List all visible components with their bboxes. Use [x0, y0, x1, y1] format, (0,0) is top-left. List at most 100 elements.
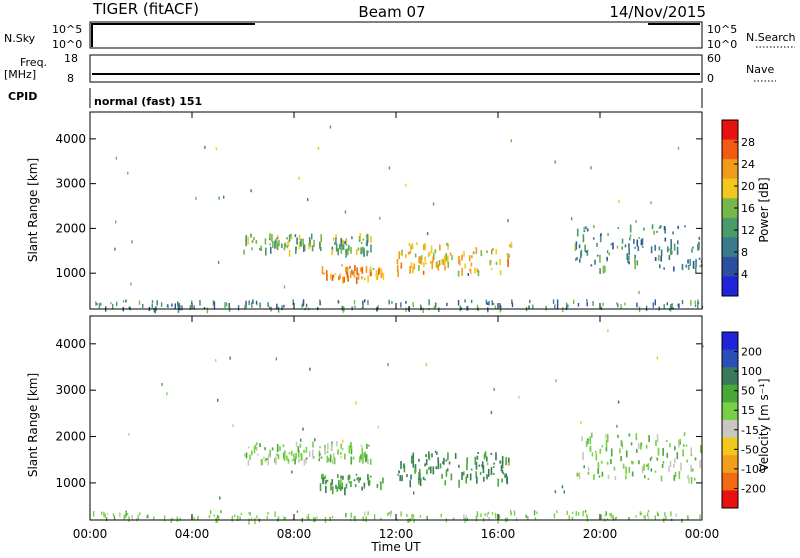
data-cell [629, 234, 632, 238]
data-cell [333, 457, 336, 465]
colorbar-tick-label: -100 [741, 463, 766, 476]
data-cell [181, 305, 183, 311]
data-cell [458, 255, 460, 264]
data-cell [353, 299, 356, 305]
data-cell [212, 300, 215, 306]
data-cell [292, 457, 295, 461]
colorbar-tick-label: 12 [741, 224, 755, 237]
data-cell [362, 238, 365, 241]
data-cell [633, 238, 635, 244]
data-cell [352, 272, 354, 275]
data-cell [447, 452, 449, 461]
data-cell [409, 265, 411, 274]
data-cell [476, 304, 479, 311]
data-cell [426, 469, 428, 475]
data-cell [634, 246, 636, 249]
data-cell [411, 270, 414, 274]
data-cell [656, 511, 659, 516]
data-cell [308, 237, 311, 245]
data-cell [341, 305, 344, 311]
data-cell [466, 473, 469, 478]
data-cell [179, 304, 181, 311]
data-cell [513, 510, 516, 516]
data-cell [335, 484, 337, 489]
data-cell [437, 457, 440, 463]
data-cell [310, 233, 313, 240]
data-cell [457, 270, 460, 277]
data-cell [498, 515, 501, 520]
data-cell [283, 247, 286, 251]
data-cell [340, 238, 343, 244]
data-cell [658, 246, 661, 251]
data-cell [571, 516, 574, 520]
colorbar-swatch [722, 349, 738, 368]
data-cell [670, 511, 672, 517]
data-cell [605, 434, 607, 439]
data-cell [311, 449, 314, 457]
data-cell [585, 250, 588, 253]
data-cell [458, 464, 460, 468]
data-cell [584, 510, 587, 513]
data-cell [506, 517, 509, 522]
data-cell [274, 457, 276, 463]
data-cell [677, 225, 679, 229]
data-cell [459, 305, 461, 312]
data-cell [388, 511, 390, 515]
data-cell [370, 244, 372, 253]
data-cell [347, 277, 349, 280]
data-cell [450, 473, 453, 481]
data-cell [382, 273, 385, 280]
data-cell [365, 265, 368, 273]
data-cell [599, 254, 601, 263]
data-cell [643, 463, 645, 471]
data-cell [419, 477, 422, 486]
data-cell [495, 452, 497, 461]
data-cell [123, 514, 125, 520]
data-cell [294, 456, 296, 465]
data-cell [125, 510, 127, 517]
data-cell [362, 516, 365, 522]
velocity-colorbar-label: Velocity [m s⁻¹] [757, 378, 771, 471]
data-cell [340, 246, 343, 254]
data-cell [606, 461, 609, 465]
data-cell [377, 425, 380, 429]
data-cell [431, 261, 434, 270]
data-cell [324, 444, 326, 451]
data-cell [431, 453, 433, 458]
data-cell [277, 307, 280, 313]
data-cell [424, 256, 426, 262]
data-cell [576, 228, 579, 237]
data-cell [269, 243, 271, 246]
data-cell [160, 302, 163, 307]
data-cell [635, 515, 637, 518]
data-cell [470, 262, 473, 267]
data-cell [583, 465, 585, 469]
data-cell [662, 461, 665, 464]
data-cell [240, 512, 243, 516]
data-cell [350, 443, 352, 450]
data-cell [331, 482, 333, 485]
data-cell [379, 481, 382, 484]
data-cell [507, 219, 509, 223]
data-cell [345, 238, 347, 244]
data-cell [660, 255, 662, 262]
data-cell [673, 474, 676, 481]
data-cell [279, 445, 281, 451]
data-cell [588, 438, 591, 441]
data-cell [699, 459, 702, 468]
data-cell [610, 513, 613, 518]
data-cell [409, 480, 412, 488]
data-cell [586, 515, 589, 522]
data-cell [585, 226, 587, 230]
data-cell [533, 510, 536, 516]
data-cell [419, 472, 421, 479]
data-cell [458, 259, 461, 266]
data-cell [411, 243, 414, 250]
data-cell [676, 240, 679, 245]
data-cell [259, 302, 261, 309]
data-cell [357, 272, 360, 280]
data-cell [366, 250, 368, 257]
data-cell [494, 305, 497, 310]
data-cell [580, 249, 583, 256]
data-cell [92, 511, 95, 517]
